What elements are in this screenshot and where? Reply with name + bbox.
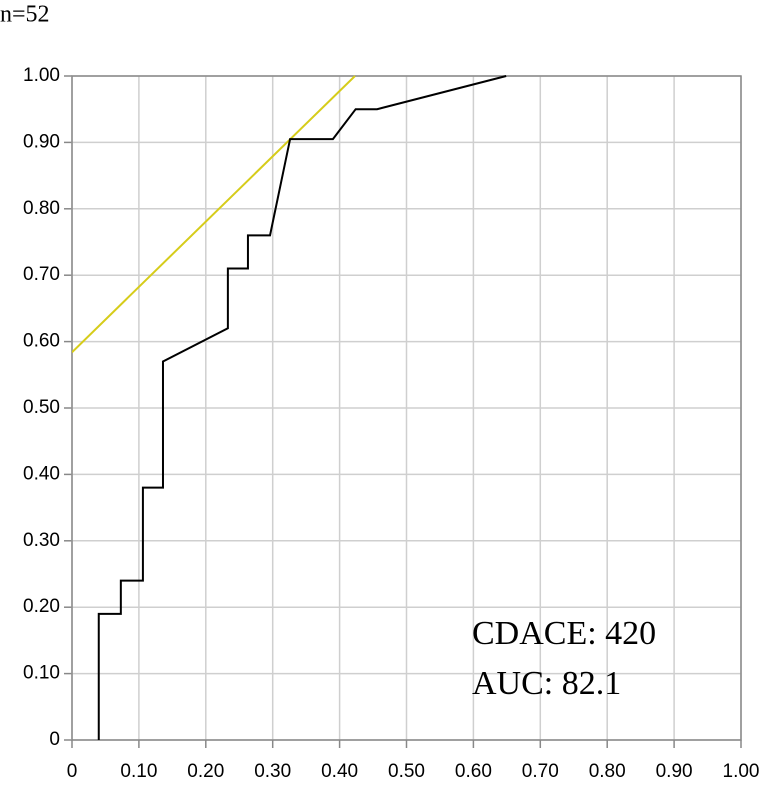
y-tick-label: 0.20 <box>23 596 60 617</box>
x-tick-label: 0.10 <box>120 761 157 782</box>
y-tick-label: 0.90 <box>23 131 60 152</box>
x-tick-label: 1.00 <box>723 761 760 782</box>
y-tick-label: 0.40 <box>23 463 60 484</box>
y-tick-label: 0.60 <box>23 331 60 352</box>
y-tick-label: 0.50 <box>23 397 60 418</box>
x-tick-label: 0.90 <box>656 761 693 782</box>
x-tick-label: 0.60 <box>455 761 492 782</box>
x-tick-label: 0.50 <box>388 761 425 782</box>
series-line <box>97 75 507 740</box>
x-tick-label: 0.30 <box>254 761 291 782</box>
annotation: AUC: 82.1 <box>472 665 621 702</box>
y-tick-label: 0.30 <box>23 530 60 551</box>
plot-frame <box>71 75 742 741</box>
series-line <box>72 75 356 353</box>
x-tick-label: 0.80 <box>589 761 626 782</box>
chart-title: n=52 <box>0 2 50 28</box>
annotation: CDACE: 420 <box>472 615 656 652</box>
y-tick-label: 0 <box>49 729 60 750</box>
y-tick-label: 0.80 <box>23 198 60 219</box>
y-tick-label: 0.70 <box>23 264 60 285</box>
x-tick-label: 0.40 <box>321 761 358 782</box>
x-tick-label: 0.70 <box>522 761 559 782</box>
x-tick-label: 0.20 <box>187 761 224 782</box>
y-tick-label: 0.10 <box>23 663 60 684</box>
x-tick-label: 0 <box>67 761 78 782</box>
y-tick-label: 1.00 <box>23 65 60 86</box>
